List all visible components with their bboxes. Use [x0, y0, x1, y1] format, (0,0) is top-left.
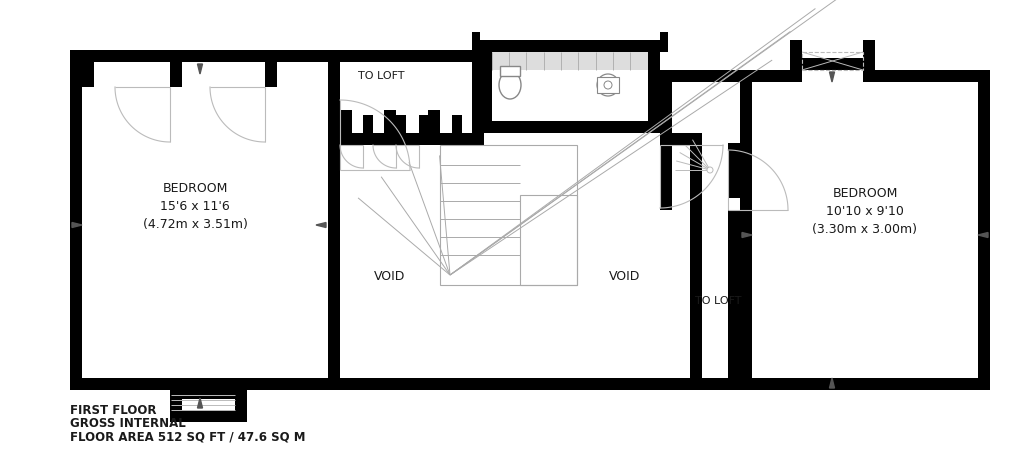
Bar [472, 111, 484, 146]
Bar [648, 41, 660, 134]
Bar [728, 144, 740, 198]
Bar [340, 111, 352, 146]
Polygon shape [72, 223, 82, 228]
Bar [690, 378, 740, 390]
Bar [660, 134, 702, 146]
Bar [182, 63, 265, 88]
Bar [472, 63, 484, 146]
Text: TO LOFT: TO LOFT [358, 71, 404, 81]
Bar [500, 67, 520, 77]
Bar [480, 41, 660, 53]
Bar [472, 122, 480, 134]
Polygon shape [829, 378, 835, 388]
Bar [660, 122, 668, 134]
Bar [660, 33, 668, 53]
Bar [790, 41, 802, 71]
Polygon shape [978, 233, 988, 238]
Text: GROSS INTERNAL: GROSS INTERNAL [70, 417, 185, 430]
Bar [265, 63, 278, 88]
Bar [660, 71, 752, 83]
Bar [452, 116, 462, 146]
Bar [480, 122, 660, 134]
Bar [440, 146, 577, 285]
Bar [170, 63, 182, 88]
Bar [82, 63, 94, 88]
Bar [230, 378, 340, 390]
Circle shape [707, 167, 713, 174]
Ellipse shape [597, 75, 618, 97]
Bar [170, 390, 182, 422]
Bar [978, 71, 990, 390]
Circle shape [604, 82, 612, 90]
Bar [170, 410, 234, 422]
Bar [340, 51, 480, 63]
Bar [362, 116, 373, 146]
Polygon shape [742, 233, 752, 238]
Bar [170, 390, 234, 399]
Bar [234, 378, 247, 422]
Text: VOID: VOID [609, 269, 641, 282]
Text: TO LOFT: TO LOFT [695, 295, 741, 305]
Bar [802, 53, 863, 71]
Bar [396, 116, 406, 146]
Text: VOID: VOID [375, 269, 406, 282]
Bar [740, 71, 990, 83]
Bar [70, 51, 340, 63]
Bar [480, 41, 492, 134]
Polygon shape [198, 398, 203, 408]
Bar [492, 53, 648, 71]
Ellipse shape [499, 72, 521, 100]
Bar [660, 71, 672, 211]
Text: FIRST FLOOR: FIRST FLOOR [70, 404, 157, 417]
Bar [70, 51, 82, 390]
Bar [597, 78, 618, 94]
Bar [472, 33, 480, 53]
Bar [340, 378, 702, 390]
Polygon shape [316, 223, 326, 228]
Text: FLOOR AREA 512 SQ FT / 47.6 SQ M: FLOOR AREA 512 SQ FT / 47.6 SQ M [70, 430, 305, 443]
Polygon shape [198, 65, 203, 75]
Bar [70, 378, 230, 390]
Bar [740, 378, 990, 390]
Text: BEDROOM
15'6 x 11'6
(4.72m x 3.51m): BEDROOM 15'6 x 11'6 (4.72m x 3.51m) [142, 181, 248, 230]
Text: BEDROOM
10'10 x 9'10
(3.30m x 3.00m): BEDROOM 10'10 x 9'10 (3.30m x 3.00m) [812, 186, 918, 235]
Bar [790, 59, 874, 71]
Bar [340, 116, 350, 146]
Bar [428, 111, 440, 146]
Bar [690, 146, 702, 390]
Bar [340, 134, 480, 146]
Bar [802, 71, 863, 83]
Bar [82, 63, 170, 88]
Bar [384, 111, 396, 146]
Bar [419, 116, 429, 146]
Bar [728, 211, 740, 390]
Bar [520, 196, 577, 285]
Bar [863, 41, 874, 71]
Polygon shape [829, 73, 835, 83]
Bar [740, 71, 752, 390]
Bar [328, 51, 340, 390]
